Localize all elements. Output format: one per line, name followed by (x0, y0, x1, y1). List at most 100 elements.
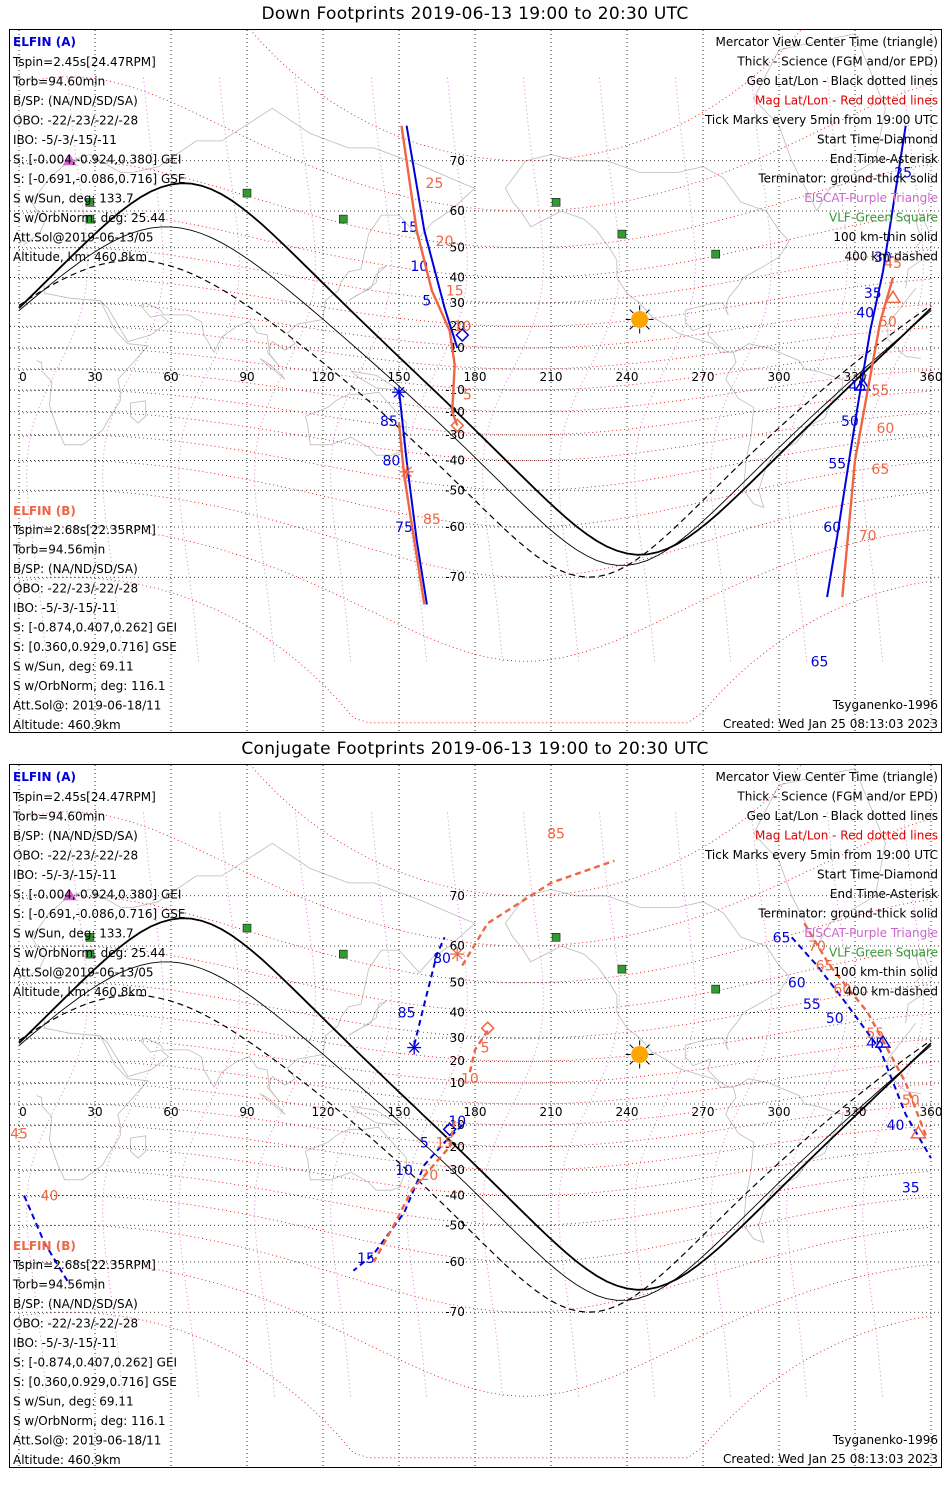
lat-tick-label: 50 (450, 976, 465, 990)
panel-2-title: Conjugate Footprints 2019-06-13 19:00 to… (241, 739, 709, 759)
lat-tick-label: 30 (450, 296, 465, 310)
lat-tick-label: -70 (445, 570, 465, 584)
coastline-4 (505, 154, 790, 353)
legend-entry: Start Time-Diamond (817, 133, 938, 147)
elfin-b-info-line: Altitude: 460.9km (13, 1453, 121, 1467)
mag-meridian (178, 76, 240, 662)
elfin-a-info-line: S: [-0.691,-0.086,0.716] GSE (13, 172, 186, 186)
lat-tick-label: -60 (445, 520, 465, 534)
mag-parallel (18, 389, 932, 436)
elfin-b-info-line: OBO: -22/-23/-22/-28 (13, 1317, 138, 1331)
elfin-a-start-diamond (442, 1122, 457, 1137)
elfin-a-time-tick: 35 (902, 1181, 920, 1197)
elfin-a-time-tick: 60 (788, 976, 806, 992)
legend-entry: 100 km-thin solid (833, 965, 938, 979)
geo-grid (10, 765, 941, 1467)
elfin-b-time-tick: 5 (481, 1041, 490, 1057)
coastline-7 (18, 218, 929, 248)
legend-entry: Geo Lat/Lon - Black dotted lines (747, 809, 938, 823)
coastline-7 (18, 953, 929, 983)
mag-parallel (18, 1060, 932, 1105)
vlf-square (711, 249, 720, 259)
elfin-a-info-line: S: [-0.004,-0.924,0.380] GEI (13, 153, 181, 167)
elfin-a-time-tick: 85 (380, 414, 398, 430)
elfin-a-info-line: Torb=94.60min (12, 810, 105, 824)
elfin-b-track-segment (400, 125, 459, 426)
terminator-ground (18, 182, 932, 556)
elfin-a-start-diamond (455, 327, 470, 343)
mag-parallel (18, 1224, 932, 1313)
sun-ray (629, 1044, 634, 1049)
elfin-b-info-line: S w/Sun, deg: 69.11 (13, 660, 134, 674)
coastline-10 (259, 358, 286, 380)
lon-tick-label: 60 (163, 1105, 178, 1119)
legend-entry: End Time-Asterisk (830, 152, 938, 166)
elfin-b-time-tick: 15 (436, 1135, 454, 1151)
elfin-a-time-tick: 55 (803, 997, 821, 1013)
eiscat-triangle (62, 153, 77, 166)
elfin-a-center-triangle (854, 377, 871, 391)
elfin-a-track-segment (405, 125, 459, 349)
mag-meridian (710, 811, 772, 1397)
elfin-a-info-line: S: [-0.691,-0.086,0.716] GSE (13, 907, 186, 921)
sun-ray (645, 1044, 650, 1049)
terminator-400km (18, 259, 932, 578)
sun-ray (645, 1060, 650, 1065)
lon-tick-label: 90 (239, 370, 254, 384)
sun-icon (625, 1040, 654, 1069)
vlf-square (339, 949, 348, 959)
mag-meridian (786, 811, 848, 1397)
elfin-a-time-tick: 80 (433, 951, 451, 967)
elfin-a-time-tick: 60 (823, 520, 841, 536)
mag-parallel (18, 302, 932, 349)
elfin-a-time-tick: 50 (841, 414, 859, 430)
vlf-square (617, 229, 627, 239)
elfin-b-time-tick: 85 (423, 512, 441, 528)
elfin-b-time-tick: 50 (902, 1093, 920, 1109)
coastline-6 (753, 33, 886, 212)
mag-parallel (18, 1261, 932, 1397)
lat-tick-label: -40 (445, 454, 465, 468)
lon-tick-label: 0 (19, 370, 27, 384)
vlf-square (242, 188, 252, 198)
mag-parallel (18, 434, 932, 491)
elfin-b-info-line: S: [0.360,0.929,0.716] GSE (13, 640, 177, 654)
elfin-b-time-tick: 65 (871, 462, 889, 478)
mag-parallel (18, 1169, 932, 1226)
lon-tick-label: 30 (87, 370, 102, 384)
legend-entry: VLF-Green Square (829, 946, 938, 960)
vlf-square (85, 949, 95, 959)
legend-entry: Tick Marks every 5min from 19:00 UTC (704, 113, 938, 127)
down-footprints-panel: 0 30 60 90 120 150 180 210 240 270 300 330 360 70 60 50… (9, 29, 942, 733)
lon-tick-label: 180 (464, 370, 487, 384)
mag-meridian (786, 76, 848, 662)
mag-meridian (710, 76, 772, 662)
lon-tick-label: 150 (388, 1105, 411, 1119)
sun-ray (629, 309, 634, 314)
mag-parallel (248, 764, 803, 897)
coastline-3 (304, 391, 407, 456)
legend-entry: 400 km-dashed (844, 250, 938, 264)
elfin-a-info-line: Tspin=2.45s[24.47RPM] (12, 55, 156, 69)
mag-meridian (482, 811, 544, 1397)
elfin-b-time-tick: 15 (446, 284, 464, 300)
vlf-square (85, 933, 95, 942)
lon-tick-label: 240 (616, 1105, 639, 1119)
mag-meridian (406, 811, 468, 1397)
elfin-b-info-line: OBO: -22/-23/-22/-28 (13, 582, 138, 596)
terminator-100km (18, 961, 932, 1301)
lat-tick-label: 50 (450, 241, 465, 255)
lon-tick-label: 360 (920, 1105, 942, 1119)
vlf-square (551, 933, 561, 942)
elfin-a-time-tick: 50 (826, 1011, 844, 1027)
mag-parallel (18, 945, 932, 1013)
elfin-a-info-line: Tspin=2.45s[24.47RPM] (12, 790, 156, 804)
elfin-b-info-line: IBO: -5/-3/-15/-11 (13, 601, 117, 615)
lat-tick-label: 30 (450, 1031, 465, 1045)
coastline-9 (130, 1135, 147, 1159)
coastlines (18, 768, 929, 1244)
coastline-9 (130, 400, 147, 424)
mag-parallel (18, 1103, 932, 1148)
elfin-a-track-segment (826, 125, 907, 598)
elfin-a-end-asterisk (407, 1040, 422, 1055)
